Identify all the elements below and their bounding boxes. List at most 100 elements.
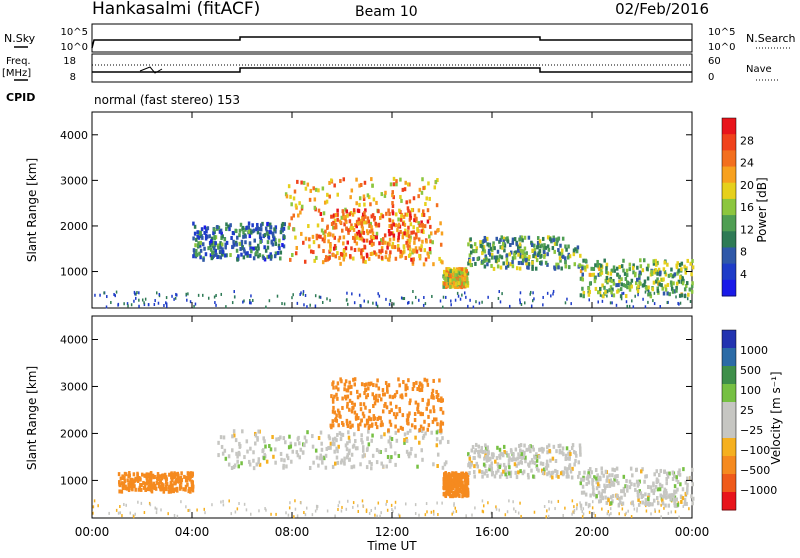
- echo-cell: [381, 249, 384, 253]
- echo-cell: [195, 252, 198, 256]
- xtick-label: 12:00: [375, 525, 410, 539]
- echo-cell: [348, 381, 351, 385]
- nave-tick-top: 60: [708, 56, 721, 67]
- echo-cell: [439, 407, 442, 411]
- echo-cell: [315, 256, 318, 260]
- echo-cell: [326, 256, 329, 260]
- echo-cell: [321, 218, 324, 222]
- echo-cell: [367, 430, 370, 434]
- echo-cell: [521, 456, 524, 460]
- echo-cell: [467, 463, 470, 467]
- echo-cell: [684, 287, 687, 291]
- echo-cell: [283, 436, 286, 440]
- scatter-speckle: [433, 510, 435, 513]
- echo-cell: [474, 242, 477, 246]
- echo-cell: [385, 464, 388, 468]
- echo-cell: [659, 483, 662, 487]
- scatter-speckle: [646, 510, 648, 513]
- echo-cell: [435, 180, 438, 184]
- echo-cell: [316, 234, 319, 238]
- echo-cell: [585, 502, 588, 506]
- echo-cell: [527, 475, 530, 479]
- echo-cell: [140, 488, 143, 492]
- echo-cell: [399, 178, 402, 182]
- echo-cell: [229, 223, 232, 227]
- scatter-speckle: [465, 296, 467, 299]
- echo-cell: [221, 445, 224, 449]
- echo-cell: [457, 488, 460, 492]
- echo-cell: [353, 382, 356, 386]
- scatter-speckle: [244, 503, 246, 506]
- scatter-speckle: [546, 509, 548, 512]
- echo-cell: [381, 256, 384, 260]
- echo-cell: [203, 247, 206, 251]
- colorbar-swatch: [722, 492, 736, 511]
- echo-cell: [129, 478, 132, 482]
- echo-cell: [524, 459, 527, 463]
- scatter-speckle: [354, 301, 356, 304]
- echo-cell: [649, 502, 652, 506]
- echo-cell: [579, 453, 582, 457]
- echo-cell: [686, 281, 689, 285]
- echo-cell: [414, 412, 417, 416]
- echo-cell: [330, 424, 333, 428]
- scatter-speckle: [303, 303, 305, 306]
- echo-cell: [675, 490, 678, 494]
- echo-cell: [514, 237, 517, 241]
- echo-cell: [599, 495, 602, 499]
- echo-cell: [351, 453, 354, 457]
- echo-cell: [413, 249, 416, 253]
- scatter-speckle: [156, 511, 158, 514]
- echo-cell: [496, 237, 499, 241]
- echo-cell: [421, 177, 424, 181]
- echo-cell: [408, 254, 411, 258]
- echo-cell: [396, 412, 399, 416]
- echo-cell: [386, 405, 389, 409]
- scatter-speckle: [155, 507, 157, 510]
- echo-cell: [400, 199, 403, 203]
- scatter-speckle: [347, 303, 349, 306]
- echo-cell: [407, 226, 410, 230]
- echo-cell: [487, 451, 490, 455]
- echo-cell: [301, 205, 304, 209]
- scatter-speckle: [159, 293, 161, 296]
- echo-cell: [644, 492, 647, 496]
- echo-cell: [342, 241, 345, 245]
- echo-cell: [322, 186, 325, 190]
- echo-cell: [396, 439, 399, 443]
- echo-cell: [444, 278, 447, 282]
- scatter-speckle: [552, 292, 554, 295]
- echo-cell: [416, 465, 419, 469]
- echo-cell: [359, 196, 362, 200]
- echo-cell: [675, 264, 678, 268]
- echo-cell: [629, 267, 632, 271]
- echo-cell: [515, 448, 518, 452]
- freq-trace: [92, 68, 692, 72]
- scatter-speckle: [371, 509, 373, 512]
- echo-cell: [543, 255, 546, 259]
- echo-cell: [510, 450, 513, 454]
- echo-cell: [657, 289, 660, 293]
- echo-cell: [429, 225, 432, 229]
- echo-cell: [456, 483, 459, 487]
- scatter-speckle: [687, 297, 689, 300]
- echo-cell: [357, 222, 360, 226]
- echo-cell: [668, 292, 671, 296]
- echo-cell: [524, 253, 527, 257]
- echo-cell: [368, 424, 371, 428]
- echo-cell: [626, 485, 629, 489]
- echo-cell: [340, 461, 343, 465]
- echo-cell: [225, 222, 228, 226]
- scatter-speckle: [580, 507, 582, 510]
- scatter-speckle: [623, 292, 625, 295]
- echo-cell: [692, 497, 695, 501]
- scatter-speckle: [423, 304, 425, 307]
- scatter-speckle: [483, 504, 485, 507]
- echo-cell: [294, 190, 297, 194]
- echo-cell: [256, 438, 259, 442]
- echo-cell: [469, 259, 472, 263]
- echo-cell: [363, 231, 366, 235]
- echo-cell: [236, 249, 239, 253]
- scatter-speckle: [558, 500, 560, 503]
- echo-cell: [263, 456, 266, 460]
